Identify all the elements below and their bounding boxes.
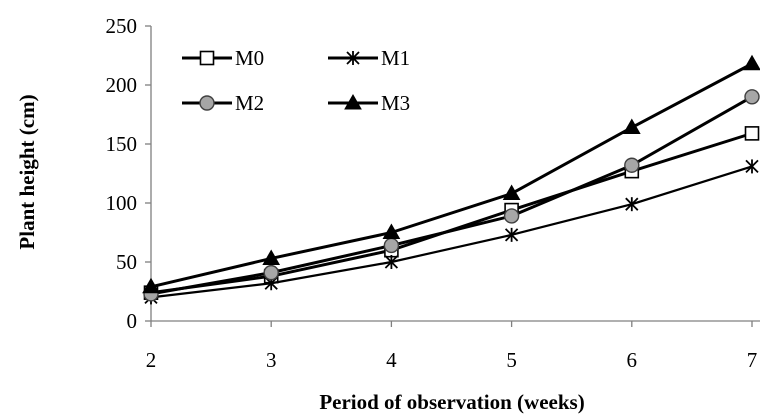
- data-point: [744, 89, 760, 105]
- data-point: [745, 159, 759, 174]
- y-ticks: 0 50 100 150 200 250: [106, 14, 151, 333]
- x-tick-label: 3: [266, 348, 277, 372]
- x-tick-label: 4: [386, 348, 397, 372]
- legend: M0 M1 M2 M3: [182, 46, 410, 115]
- data-point: [622, 118, 641, 134]
- legend-marker: [344, 93, 362, 110]
- y-tick-label: 200: [106, 73, 138, 97]
- legend-item-m2: M2: [182, 91, 264, 115]
- data-point: [262, 249, 281, 265]
- data-point: [263, 264, 279, 281]
- data-point: [503, 208, 520, 224]
- legend-marker: [346, 51, 360, 65]
- series-line: [150, 95, 753, 296]
- legend-label: M2: [235, 91, 264, 115]
- y-tick-label: 100: [106, 191, 138, 215]
- x-tick-label: 2: [146, 348, 157, 372]
- series-line: [150, 165, 753, 299]
- legend-label: M3: [381, 91, 410, 115]
- legend-label: M1: [381, 46, 410, 70]
- data-point: [502, 184, 521, 201]
- data-point: [624, 157, 640, 173]
- x-ticks: 2 3 4 5 6 7: [146, 321, 758, 372]
- legend-item-m0: M0: [182, 46, 264, 70]
- y-tick-label: 0: [127, 309, 138, 333]
- data-point: [384, 255, 399, 269]
- x-tick-label: 5: [506, 348, 517, 372]
- axes: [150, 26, 760, 322]
- series-m1: [144, 159, 759, 305]
- y-tick-label: 250: [106, 14, 138, 38]
- data-point: [504, 227, 519, 242]
- y-tick-label: 150: [106, 132, 138, 156]
- data-point: [383, 237, 400, 254]
- y-axis-title: Plant height (cm): [15, 94, 39, 249]
- legend-marker: [199, 95, 215, 111]
- legend-label: M0: [235, 46, 264, 70]
- series-m3: [142, 54, 760, 294]
- data-point: [743, 54, 760, 71]
- data-point: [382, 223, 401, 239]
- x-tick-label: 7: [747, 348, 758, 372]
- legend-item-m3: M3: [328, 91, 410, 115]
- series-layer: [142, 54, 760, 305]
- x-tick-label: 6: [627, 348, 638, 372]
- series-line: [150, 62, 753, 289]
- legend-item-m1: M1: [328, 46, 410, 70]
- data-point: [625, 197, 639, 212]
- data-point: [744, 126, 760, 141]
- series-m2: [143, 89, 760, 302]
- x-axis-title: Period of observation (weeks): [319, 390, 584, 414]
- data-point: [142, 277, 160, 294]
- legend-marker: [199, 50, 215, 66]
- y-tick-label: 50: [116, 250, 137, 274]
